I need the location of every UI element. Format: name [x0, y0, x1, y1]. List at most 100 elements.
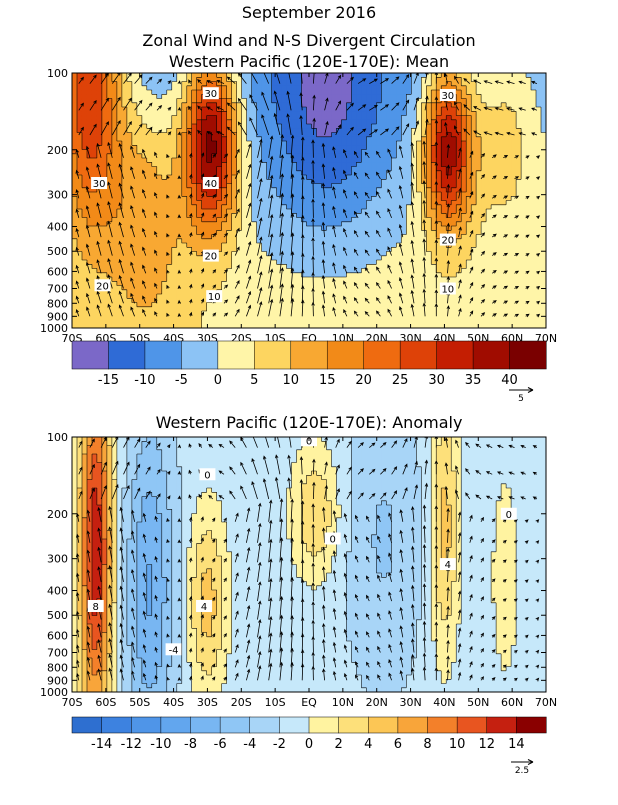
field-cell — [291, 243, 298, 248]
field-cell — [481, 306, 487, 312]
field-cell — [381, 251, 387, 257]
field-cell — [266, 302, 273, 308]
field-cell — [276, 149, 283, 155]
field-cell — [346, 170, 353, 176]
field-cell — [81, 311, 88, 316]
field-cell — [416, 268, 422, 274]
field-cell — [311, 243, 318, 248]
field-cell — [426, 289, 432, 295]
field-cell — [466, 179, 472, 185]
field-cell — [101, 289, 108, 295]
field-cell — [136, 98, 143, 104]
field-cell — [386, 230, 392, 236]
field-cell — [461, 162, 467, 168]
field-cell — [416, 183, 422, 189]
field-cell — [271, 141, 278, 146]
field-cell — [376, 158, 382, 163]
field-cell — [416, 217, 422, 223]
field-cell — [421, 102, 427, 108]
field-cell — [171, 170, 178, 176]
field-cell — [441, 179, 447, 185]
field-cell — [146, 90, 153, 95]
field-cell — [266, 111, 273, 117]
field-cell — [151, 213, 158, 219]
field-cell — [241, 221, 248, 227]
field-cell — [276, 73, 283, 78]
field-cell — [481, 204, 487, 210]
field-cell — [456, 196, 462, 202]
field-cell — [146, 111, 153, 117]
field-cell — [196, 170, 203, 176]
field-cell — [86, 302, 93, 308]
field-cell — [76, 128, 83, 134]
field-cell — [161, 272, 168, 278]
field-cell — [151, 179, 158, 185]
field-cell — [131, 200, 138, 206]
field-cell — [181, 187, 188, 193]
field-cell — [136, 251, 143, 257]
field-cell — [166, 187, 173, 193]
field-cell — [86, 158, 93, 163]
field-cell — [406, 90, 412, 95]
field-cell — [361, 268, 367, 274]
field-cell — [246, 323, 253, 328]
field-cell — [406, 175, 412, 180]
field-cell — [161, 238, 168, 244]
field-cell — [476, 102, 482, 108]
field-cell — [461, 311, 467, 316]
field-cell — [291, 315, 298, 321]
field-cell — [216, 217, 223, 223]
field-cell — [346, 311, 353, 316]
field-cell — [186, 277, 193, 282]
field-cell — [236, 204, 243, 210]
field-cell — [261, 285, 268, 291]
field-cell — [136, 183, 143, 189]
field-cell — [431, 298, 437, 304]
field-cell — [321, 226, 328, 231]
field-cell — [286, 251, 293, 257]
field-cell — [416, 196, 422, 202]
field-cell — [366, 136, 372, 142]
field-cell — [371, 132, 377, 138]
field-cell — [201, 260, 208, 265]
field-cell — [251, 145, 258, 151]
field-cell — [371, 166, 377, 172]
field-cell — [411, 238, 417, 244]
field-cell — [461, 175, 467, 180]
field-cell — [91, 162, 98, 168]
field-cell — [311, 149, 318, 155]
field-cell — [476, 145, 482, 151]
field-cell — [341, 81, 348, 87]
field-cell — [186, 255, 193, 261]
field-cell — [386, 272, 392, 278]
field-cell — [441, 302, 447, 308]
field-cell — [206, 323, 213, 328]
field-cell — [256, 221, 263, 227]
field-cell — [141, 81, 148, 87]
field-cell — [156, 209, 163, 214]
field-cell — [181, 230, 188, 236]
field-cell — [131, 98, 138, 104]
field-cell — [316, 141, 323, 146]
field-cell — [476, 234, 482, 240]
field-cell — [381, 298, 387, 304]
field-cell — [191, 149, 198, 155]
field-cell — [81, 230, 88, 236]
field-cell — [226, 311, 233, 316]
field-cell — [321, 132, 328, 138]
field-cell — [336, 145, 343, 151]
field-cell — [336, 264, 343, 270]
field-cell — [221, 302, 228, 308]
field-cell — [461, 153, 467, 159]
field-cell — [181, 141, 188, 146]
field-cell — [306, 94, 313, 100]
field-cell — [371, 323, 377, 328]
field-cell — [451, 115, 457, 121]
field-cell — [456, 73, 462, 78]
field-cell — [176, 102, 183, 108]
field-cell — [151, 323, 158, 328]
field-cell — [171, 141, 178, 146]
field-cell — [91, 238, 98, 244]
field-cell — [346, 294, 353, 299]
field-cell — [251, 272, 258, 278]
